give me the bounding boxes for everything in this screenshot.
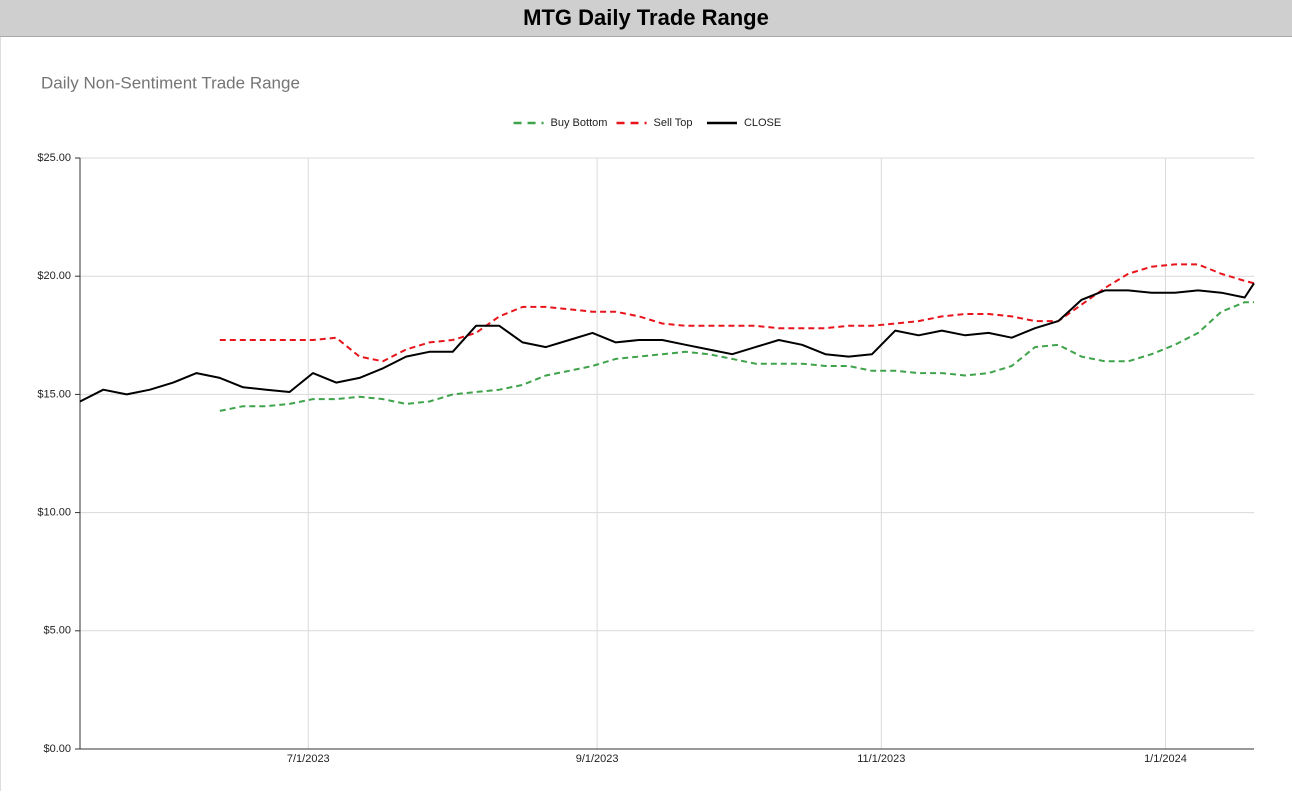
y-tick-label: $10.00 (37, 507, 71, 519)
page-title: MTG Daily Trade Range (523, 5, 769, 30)
legend-label: Buy Bottom (551, 117, 608, 129)
x-tick-label: 7/1/2023 (287, 753, 330, 765)
y-tick-label: $0.00 (43, 743, 71, 755)
header-bar (0, 0, 1292, 36)
chart-title: Daily Non-Sentiment Trade Range (41, 73, 300, 92)
series-line (79, 282, 1255, 403)
x-tick-label: 11/1/2023 (857, 753, 905, 765)
y-tick-label: $25.00 (37, 152, 71, 164)
series-line (219, 263, 1255, 363)
legend-label: Sell Top (654, 117, 693, 129)
y-tick-label: $15.00 (37, 388, 71, 400)
y-tick-label: $20.00 (37, 270, 71, 282)
y-tick-label: $5.00 (43, 625, 71, 637)
legend-label: CLOSE (744, 117, 781, 129)
series-line (219, 301, 1254, 412)
x-tick-label: 9/1/2023 (576, 753, 619, 765)
x-tick-label: 1/1/2024 (1144, 753, 1187, 765)
